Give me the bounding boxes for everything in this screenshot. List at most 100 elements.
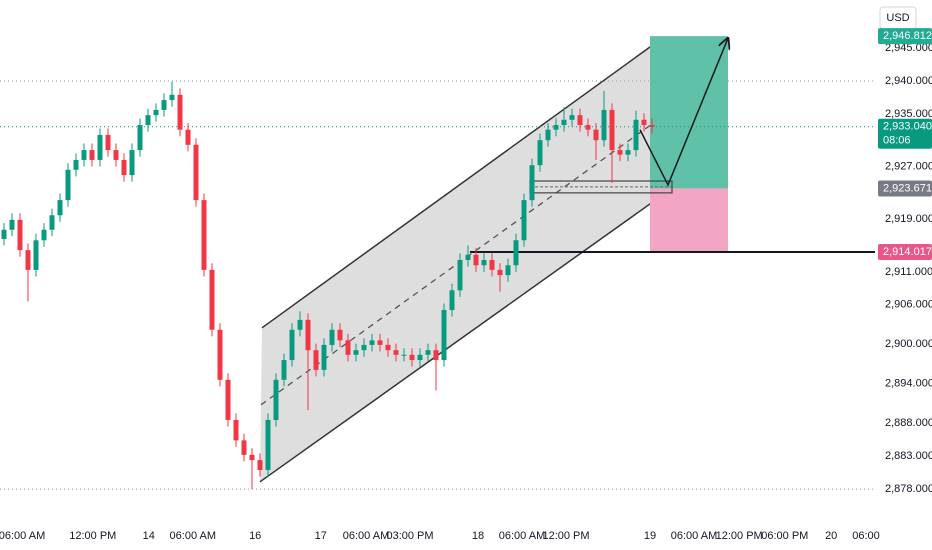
candle-body [449,290,455,311]
x-tick-label: 16 [249,530,261,542]
candle-body [433,350,439,361]
candle-body [641,119,647,126]
candle-body [177,94,183,130]
candle-body [273,379,279,420]
price-marker-label: 2,933.040 [883,121,932,133]
y-tick-label: 2,888.000 [885,417,932,429]
candle-body [105,134,111,151]
x-tick-label: 19 [644,530,656,542]
x-tick-label: 17 [315,530,327,542]
candle-body [33,240,39,270]
candle-body [225,379,231,420]
candle-body [97,134,103,160]
price-marker-label: 2,923.671 [883,182,932,194]
candle-body [561,119,567,126]
candle-body [529,165,535,201]
candle-body [569,115,575,120]
candle-body [121,159,127,176]
candle-body [169,94,175,101]
candle-body [89,150,95,160]
candle-body [393,350,399,355]
candle-body [145,115,151,126]
candle-body [321,344,327,370]
candle-body [57,200,63,216]
price-marker [878,28,932,45]
x-tick-label: 06:00 AM [170,530,216,542]
x-tick-label: 06:00 AM [671,530,717,542]
candle-body [113,150,119,160]
x-tick-label: 03:00 PM [386,530,433,542]
price-marker-label: 2,946.812 [883,30,932,42]
candle-body [329,329,335,345]
candle-body [513,240,519,266]
candle-body [137,125,143,151]
candle-body [17,219,23,251]
channel-lower [259,187,673,483]
x-tick-label: 06:00 AM [0,530,45,542]
candle-body [417,354,423,361]
price-marker [878,180,932,197]
candle-body [65,169,71,201]
candle-body [465,254,471,260]
candle-body [425,350,431,355]
candle-body [585,125,591,130]
candle-body [337,329,343,341]
candle-body [161,100,167,110]
candle-body [25,250,31,270]
x-tick-label: 20 [825,530,837,542]
y-tick-label: 2,911.000 [885,266,932,278]
x-tick-label: 12:00 PM [542,530,589,542]
candle-body [209,269,215,330]
x-tick-label: 06:00 AM [343,530,389,542]
x-tick-label: 12:00 PM [69,530,116,542]
y-tick-label: 2,940.000 [885,75,932,87]
x-tick-label: 06:00 PM [761,530,808,542]
candle-body [481,260,487,266]
price-marker [878,243,932,260]
candle-body [409,354,415,361]
candle-body [377,340,383,345]
candle-body [401,354,407,356]
candle-body [625,150,631,155]
countdown-label: 08:06 [883,135,911,147]
candle-body [545,129,551,141]
candle-body [233,419,239,441]
candle-body [553,125,559,130]
candle-body [521,200,527,241]
candle-body [281,360,287,380]
candle-body [577,115,583,126]
y-tick-label: 2,935.000 [885,108,932,120]
x-tick-label: 14 [143,530,155,542]
loss-zone [650,188,728,252]
candle-body [265,419,271,470]
y-tick-label: 2,919.000 [885,213,932,225]
candle-body [249,454,255,461]
x-tick-label: 18 [472,530,484,542]
x-tick-label: 12:00 PM [716,530,763,542]
candle-body [497,269,503,276]
candle-body [217,329,223,380]
candle-body [633,119,639,151]
candle-body [345,340,351,355]
candle-body [73,159,79,170]
candle-body [81,150,87,160]
profit-zone [650,36,728,189]
candle-body [609,109,615,151]
candle-body [353,350,359,355]
candle-body [129,150,135,176]
candle-body [257,460,263,470]
candle-body [457,260,463,291]
candle-body [489,260,495,270]
candle-body [297,319,303,330]
candle-body [441,310,447,361]
candle-body [241,440,247,455]
y-tick-label: 2,878.000 [885,483,932,495]
y-tick-label: 2,894.000 [885,378,932,390]
candle-body [537,140,543,166]
arrow [639,38,728,187]
candle-body [473,254,479,266]
candle-body [185,129,191,145]
candle-body [193,144,199,201]
candle-body [9,219,15,230]
candle-body [369,340,375,345]
